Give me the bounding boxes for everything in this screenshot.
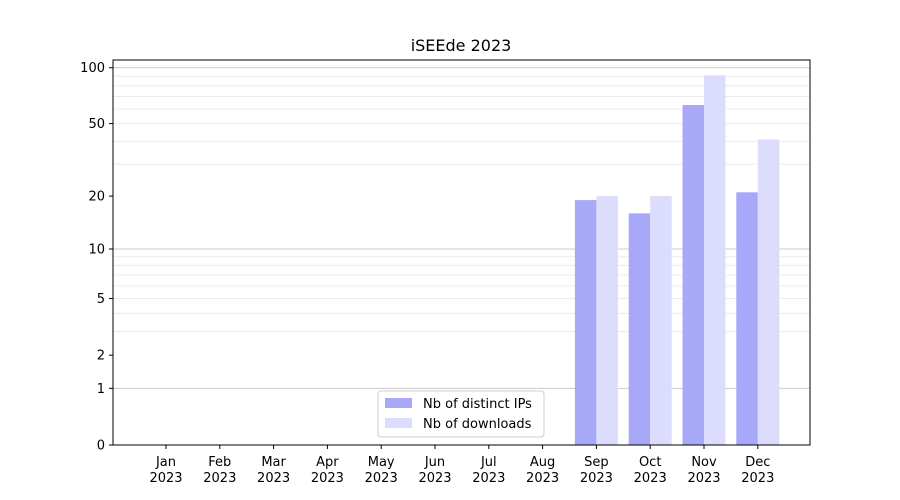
x-tick-label: Mar 2023 [257, 455, 290, 486]
bar-distinct-ips [682, 105, 704, 445]
x-tick-label: Sep 2023 [580, 455, 613, 486]
legend-swatch [385, 418, 412, 428]
legend: Nb of distinct IPs Nb of downloads [377, 390, 545, 438]
y-tick-label: 2 [97, 349, 105, 364]
bar-downloads [704, 75, 726, 445]
y-axis-ticks: 0 1 2 5 10 20 50 100 [80, 61, 113, 454]
bars [574, 75, 780, 445]
y-tick-label: 10 [88, 242, 105, 257]
x-tick-label: Nov 2023 [687, 455, 720, 486]
x-tick-label: May 2023 [365, 455, 398, 486]
x-tick-label: Feb 2023 [203, 455, 236, 486]
bar-downloads [757, 139, 780, 445]
x-tick-label: Jul 2023 [472, 455, 505, 486]
bar-distinct-ips [628, 213, 651, 445]
bar-distinct-ips [574, 200, 597, 445]
bar-distinct-ips [736, 192, 758, 445]
legend-swatch [385, 398, 412, 408]
x-axis-ticks: Jan 2023 Feb 2023 Mar 2023 Apr 2023 May 2023 Jun 20… [149, 445, 774, 486]
grid-lines [113, 67, 810, 389]
x-tick-label: Jun 2023 [418, 455, 451, 486]
y-tick-label: 0 [97, 439, 105, 454]
legend-box [377, 390, 545, 438]
x-tick-label: Dec 2023 [741, 455, 774, 486]
legend-label: Nb of distinct IPs [423, 397, 532, 412]
y-tick-label: 100 [80, 61, 105, 76]
y-tick-label: 5 [97, 292, 105, 307]
plot-frame [112, 59, 811, 446]
x-tick-label: Aug 2023 [526, 455, 559, 486]
y-tick-label: 1 [97, 382, 105, 397]
x-tick-label: Apr 2023 [311, 455, 344, 486]
bar-downloads [596, 196, 618, 445]
legend-label: Nb of downloads [423, 417, 532, 432]
x-tick-label: Oct 2023 [634, 455, 667, 486]
x-tick-label: Jan 2023 [149, 455, 182, 486]
y-tick-label: 50 [88, 117, 105, 132]
chart-title: iSEEde 2023 [411, 36, 512, 55]
y-tick-label: 20 [88, 190, 105, 205]
bar-downloads [650, 196, 672, 445]
